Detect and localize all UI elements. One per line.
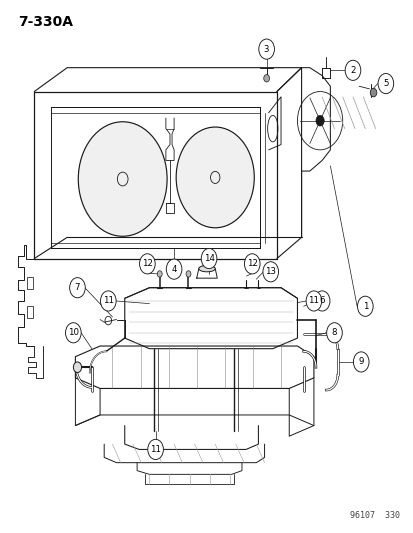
Circle shape [344,60,360,80]
Text: 7-330A: 7-330A [18,14,73,29]
Text: 12: 12 [246,260,257,268]
Text: 4: 4 [171,265,176,273]
Circle shape [369,88,376,97]
Text: 14: 14 [203,254,214,263]
Circle shape [147,439,163,459]
Circle shape [166,259,181,279]
Text: 12: 12 [142,260,152,268]
Text: 11: 11 [102,296,114,305]
Text: 10: 10 [68,328,78,337]
Circle shape [185,271,190,277]
Circle shape [73,362,81,373]
Circle shape [65,322,81,343]
Circle shape [78,122,167,236]
Circle shape [305,291,321,311]
Text: 7: 7 [74,283,80,292]
Text: 6: 6 [318,296,324,305]
Text: 96107  330: 96107 330 [349,511,399,520]
Text: 11: 11 [308,296,319,305]
Text: 11: 11 [150,445,161,454]
Circle shape [357,296,372,317]
Circle shape [315,115,323,126]
Circle shape [377,74,393,94]
Circle shape [326,322,342,343]
Circle shape [353,352,368,372]
Text: 5: 5 [382,79,388,88]
Text: 13: 13 [265,268,275,276]
Circle shape [139,254,155,274]
Circle shape [263,75,269,82]
Circle shape [157,271,162,277]
Text: 2: 2 [349,66,355,75]
Text: 8: 8 [331,328,337,337]
Circle shape [313,291,329,311]
Circle shape [201,248,216,269]
Circle shape [244,254,259,274]
Ellipse shape [203,254,210,258]
Text: 3: 3 [263,45,269,54]
Text: 1: 1 [362,302,367,311]
Circle shape [258,39,274,59]
Circle shape [176,127,254,228]
Circle shape [69,278,85,298]
Circle shape [262,262,278,282]
Text: 9: 9 [358,358,363,367]
Circle shape [100,291,116,311]
Ellipse shape [198,265,215,272]
